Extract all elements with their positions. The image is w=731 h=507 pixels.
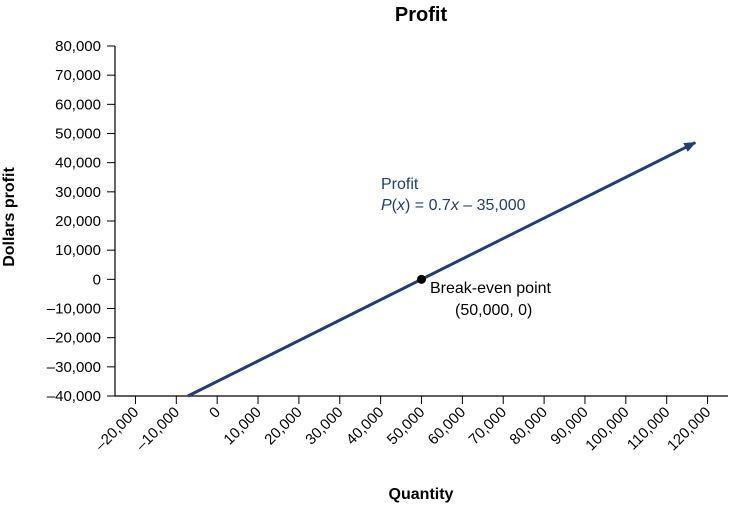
y-tick-label: 30,000 (55, 184, 101, 201)
x-tick-label: 120,000 (664, 404, 714, 454)
x-tick-label: 60,000 (425, 404, 469, 448)
x-tick-label: 40,000 (343, 404, 387, 448)
series-layer (187, 141, 697, 398)
y-tick-label: 10,000 (55, 242, 101, 259)
break-even-point (417, 274, 426, 284)
x-axis-label: Quantity (389, 486, 454, 503)
y-tick-label: –30,000 (47, 359, 101, 376)
y-tick-label: –10,000 (47, 301, 101, 318)
x-tick-label: 30,000 (302, 404, 346, 448)
break-even-coordinates: (50,000, 0) (455, 302, 532, 319)
chart-title: Profit (395, 4, 448, 26)
x-tick-label: 10,000 (220, 404, 264, 448)
break-even-label: Break-even point (430, 280, 552, 297)
x-tick-label: 0 (206, 404, 224, 422)
y-tick-label: 20,000 (55, 213, 101, 230)
x-tick-label: 110,000 (624, 404, 674, 454)
x-ticks: –20,000–10,000 010,00020,00030,00040,0005… (92, 396, 714, 454)
profit-line-label: Profit (381, 176, 419, 193)
y-axis-label: Dollars profit (1, 167, 18, 267)
y-tick-label: –40,000 (47, 388, 101, 405)
y-tick-label: –20,000 (47, 330, 101, 347)
y-tick-label: 80,000 (55, 38, 101, 55)
x-tick-label: 80,000 (506, 404, 550, 448)
y-tick-label: 0 (93, 271, 101, 288)
profit-equation-label: P(x) = 0.7x – 35,000 (381, 197, 526, 214)
points-layer (417, 274, 426, 284)
y-tick-label: 60,000 (55, 96, 101, 113)
y-tick-label: 50,000 (55, 126, 101, 143)
x-tick-label: –10,000 (133, 404, 183, 454)
y-tick-label: 70,000 (55, 67, 101, 84)
x-tick-label: 70,000 (466, 404, 510, 448)
y-ticks: –40,000 –30,000 –20,000 –10,000 0 10,000 20,00… (47, 38, 115, 405)
x-tick-label: 100,000 (582, 404, 632, 454)
x-tick-label: 20,000 (261, 404, 305, 448)
x-tick-label: –20,000 (92, 404, 142, 454)
x-tick-label: 50,000 (384, 404, 428, 448)
y-tick-label: 40,000 (55, 155, 101, 172)
profit-line (187, 141, 697, 398)
